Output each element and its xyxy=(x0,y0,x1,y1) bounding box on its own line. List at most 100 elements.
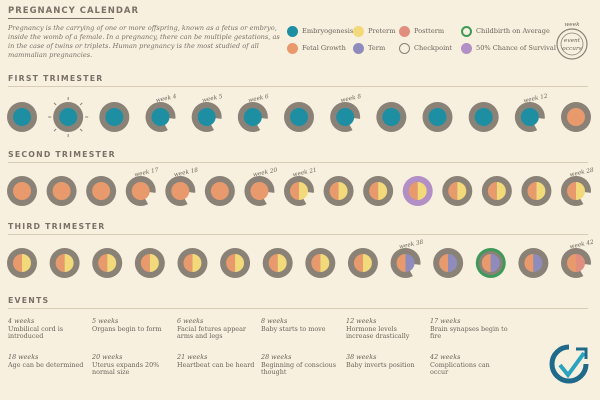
legend-item-postterm: Postterm xyxy=(399,26,444,37)
inner-left-half xyxy=(527,182,537,200)
event-item: 18 weeks Age can be determined xyxy=(8,353,84,369)
inner-right-half xyxy=(338,182,348,200)
week-label: week 8 xyxy=(340,94,362,104)
week-circle: week 42 xyxy=(561,239,595,279)
section-second-trimester: SECOND TRIMESTER xyxy=(8,150,116,159)
inner-left-half xyxy=(329,182,339,200)
inner-dot xyxy=(567,108,585,126)
section-third-trimester: THIRD TRIMESTER xyxy=(8,222,106,231)
inner-right-half xyxy=(576,182,585,200)
inner-right-half xyxy=(536,182,546,200)
key-week-text: week xyxy=(564,22,580,28)
week-circle xyxy=(363,176,394,206)
key-event-text: event xyxy=(564,38,581,44)
inner-right-half xyxy=(417,182,427,200)
purple-dot-icon xyxy=(353,43,364,54)
inner-left-half xyxy=(353,254,363,272)
week-circle xyxy=(7,176,37,206)
week-circle: week 17 xyxy=(125,167,159,207)
inner-dot xyxy=(105,108,124,126)
week-circle: week 20 xyxy=(244,167,278,207)
inner-right-half xyxy=(490,254,500,272)
week-circle xyxy=(99,102,130,132)
legend-label: Embryogenesis xyxy=(302,27,354,35)
inner-left-half xyxy=(268,254,278,272)
section-rule xyxy=(8,308,588,309)
week-circle xyxy=(521,176,552,206)
week-circle: week 8 xyxy=(330,94,362,133)
brand-logo-icon xyxy=(549,344,589,384)
inner-dot xyxy=(474,108,493,126)
inner-dot xyxy=(151,108,170,126)
legend-item-checkpoint: Checkpoint xyxy=(399,43,452,54)
section-rule xyxy=(8,234,588,235)
legend-item-childbirth: Childbirth on Average xyxy=(461,26,550,37)
inner-dot xyxy=(382,108,401,126)
inner-left-half xyxy=(369,182,379,200)
week-circle: week 5 xyxy=(191,94,224,133)
legend-item-embryogenesis: Embryogenesis xyxy=(287,26,353,37)
orange-dot-icon xyxy=(287,43,298,54)
week-circle xyxy=(481,176,512,206)
inner-dot xyxy=(210,182,229,200)
inner-right-half xyxy=(457,182,467,200)
week-circle: week 4 xyxy=(145,94,177,133)
week-circle: week 21 xyxy=(284,168,317,207)
page-title: PREGNANCY CALENDAR xyxy=(8,6,140,16)
week-label: week 20 xyxy=(253,167,279,178)
week-circle xyxy=(220,248,251,278)
first-trimester-row: week 4 week 5 week 6 week 8 week 12 xyxy=(7,93,591,137)
event-item: 28 weeks Beginning of conscious thought xyxy=(261,353,337,377)
inner-right-half xyxy=(362,254,372,272)
legend-label: Preterm xyxy=(368,27,396,35)
event-item: 20 weeks Uterus expands 20% normal size xyxy=(92,353,160,377)
inner-dot xyxy=(290,108,308,126)
week-circle xyxy=(92,248,123,278)
inner-left-half xyxy=(226,254,236,272)
week-circle xyxy=(49,248,80,278)
burst-ray xyxy=(79,102,83,106)
burst-ray xyxy=(79,128,83,132)
inner-right-half xyxy=(576,254,585,272)
event-item: 17 weeks Brain synapses begin to fire xyxy=(430,317,508,341)
week-circle xyxy=(402,176,433,206)
event-item: 12 weeks Hormone levels increase drastica… xyxy=(346,317,410,341)
inner-left-half xyxy=(55,254,65,272)
week-label: week 4 xyxy=(155,94,177,104)
title-underline xyxy=(8,18,114,19)
week-circle: week 28 xyxy=(561,167,595,207)
week-label: week 28 xyxy=(569,167,595,178)
legend-label: 50% Chance of Survival xyxy=(476,44,556,52)
inner-dot xyxy=(428,108,447,126)
week-circle xyxy=(204,176,235,206)
inner-right-half xyxy=(448,254,458,272)
inner-left-half xyxy=(183,254,193,272)
week-circle xyxy=(475,248,506,278)
legend-label: Fetal Growth xyxy=(302,44,346,52)
week-circle: week 12 xyxy=(514,93,549,133)
week-label: week 21 xyxy=(292,168,317,179)
section-rule xyxy=(8,162,588,163)
intro-text: Pregnancy is the carrying of one or more… xyxy=(8,24,280,59)
inner-dot xyxy=(250,182,269,200)
checkpoint-ring-icon xyxy=(399,43,410,54)
inner-right-half xyxy=(235,254,245,272)
week-circle xyxy=(323,176,354,206)
week-circle xyxy=(46,176,77,206)
week-circle xyxy=(48,97,89,137)
week-circle xyxy=(422,102,453,132)
event-item: 42 weeks Complications can occur xyxy=(430,353,490,377)
legend: Embryogenesis Preterm Postterm Childbirt… xyxy=(287,26,557,58)
week-circle xyxy=(468,102,499,132)
green-ring-icon xyxy=(461,26,472,37)
week-circle: week 6 xyxy=(237,94,270,133)
yellow-dot-icon xyxy=(353,26,364,37)
inner-left-half xyxy=(567,182,576,200)
event-item: 21 weeks Heartbeat can be heard xyxy=(177,353,255,369)
teal-dot-icon xyxy=(287,26,298,37)
key-occurs-text: occurs xyxy=(562,46,581,52)
inner-right-half xyxy=(107,254,117,272)
week-circle xyxy=(518,248,549,278)
burst-ray xyxy=(53,102,57,106)
week-label: week 42 xyxy=(569,239,595,250)
